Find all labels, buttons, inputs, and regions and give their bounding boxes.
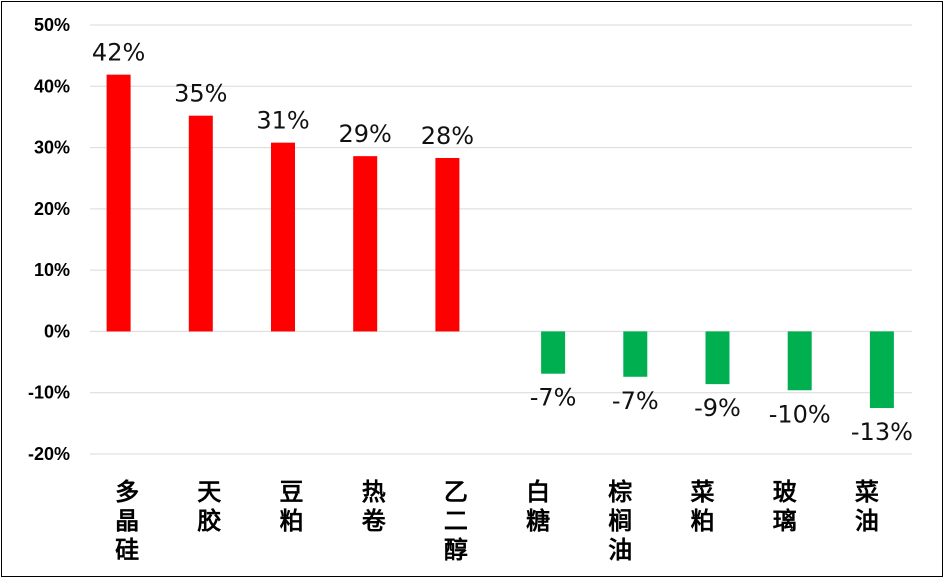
y-tick-label: 30% <box>34 138 70 158</box>
bar <box>188 115 213 332</box>
y-tick-label: -20% <box>28 444 70 464</box>
y-tick-label: 50% <box>34 15 70 35</box>
data-label: -13% <box>851 418 913 446</box>
data-label: -7% <box>530 384 577 412</box>
data-label: 35% <box>174 80 227 108</box>
bar <box>623 331 648 377</box>
x-category-label: 乙二醇 <box>444 478 468 564</box>
data-label: 29% <box>339 120 392 148</box>
x-category-label: 菜油 <box>854 478 879 535</box>
y-tick-label: 10% <box>34 260 70 280</box>
data-label: -10% <box>769 400 831 428</box>
bar <box>353 156 378 332</box>
x-category-label: 菜粕 <box>690 478 715 535</box>
x-category-label: 棕榈油 <box>608 478 632 564</box>
x-category-label: 多晶硅 <box>115 478 139 564</box>
bar <box>869 331 894 409</box>
data-label: -7% <box>612 387 659 415</box>
bar <box>106 74 131 332</box>
bar <box>541 331 566 374</box>
x-category-label: 热卷 <box>362 478 387 535</box>
data-label: 42% <box>92 39 145 67</box>
y-tick-label: 40% <box>34 76 70 96</box>
y-tick-label: 0% <box>44 321 70 341</box>
data-label: 28% <box>421 122 474 150</box>
data-label: 31% <box>256 107 309 135</box>
y-tick-label: 20% <box>34 199 70 219</box>
bar <box>435 157 460 332</box>
data-label: -9% <box>694 394 741 422</box>
x-category-label: 白糖 <box>526 478 550 535</box>
y-tick-label: -10% <box>28 383 70 403</box>
bar <box>787 331 812 391</box>
x-category-label: 天胶 <box>197 478 221 535</box>
bar <box>705 331 730 385</box>
x-category-label: 玻璃 <box>773 478 798 535</box>
bar <box>271 142 295 332</box>
x-category-label: 豆粕 <box>280 478 304 535</box>
